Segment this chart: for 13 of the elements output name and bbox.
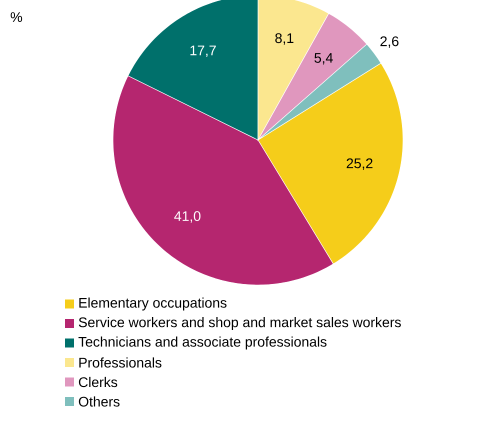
legend-label: Service workers and shop and market sales workers <box>78 317 401 330</box>
data-label: 41,0 <box>174 211 200 223</box>
legend-label: Others <box>78 396 120 407</box>
legend-label: Elementary occupations <box>79 298 227 311</box>
legend-label: Technicians and associate professionals <box>78 336 327 350</box>
data-label: 25,2 <box>346 158 372 170</box>
data-label: 5,4 <box>314 53 333 64</box>
data-label: 17,7 <box>190 46 216 57</box>
data-label: 8,1 <box>275 33 294 45</box>
data-label: 2,6 <box>380 36 398 48</box>
text: % <box>10 12 22 22</box>
legend-label: Clerks <box>78 376 118 388</box>
legend-label: Professionals <box>79 357 162 368</box>
